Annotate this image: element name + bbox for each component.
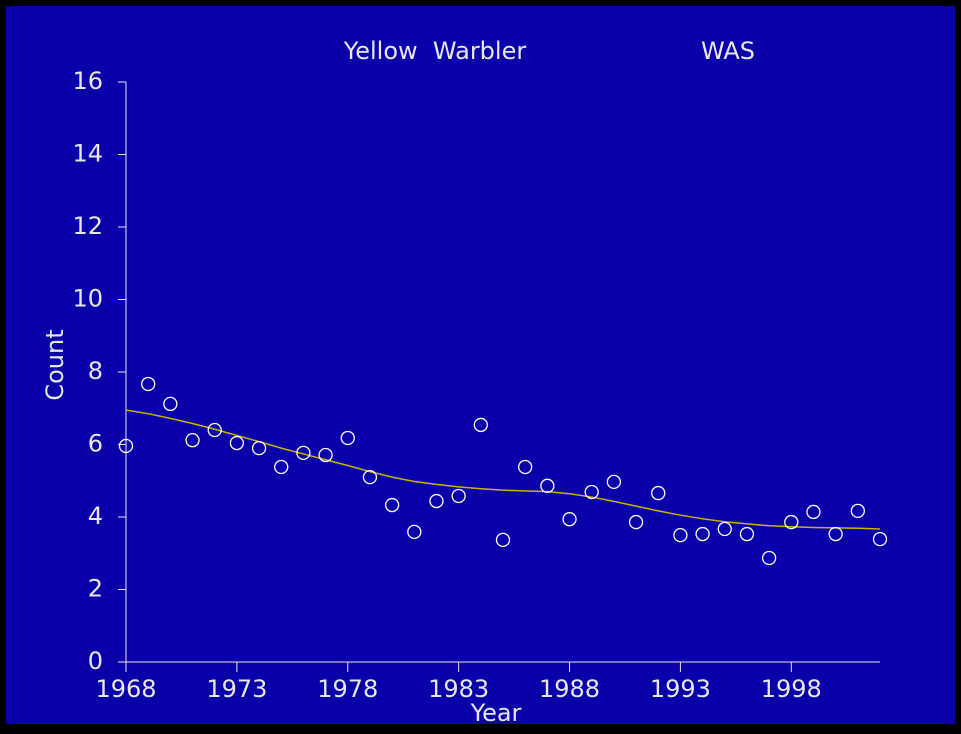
x-tick-label: 1978 (317, 675, 378, 703)
data-point (141, 376, 156, 392)
data-point (717, 521, 732, 537)
data-point (451, 488, 466, 504)
x-tick-label: 1993 (650, 675, 711, 703)
data-point (407, 524, 422, 540)
data-point (163, 396, 178, 412)
data-point (229, 435, 245, 451)
data-point (185, 432, 200, 448)
y-axis-label: Count (41, 329, 69, 400)
data-point (296, 445, 311, 460)
trend-line (125, 409, 881, 530)
data-point (761, 550, 777, 566)
data-point (872, 531, 888, 547)
data-point (318, 447, 333, 463)
chart-title: Yellow Warbler (343, 37, 527, 65)
y-tick-label: 14 (72, 140, 103, 168)
data-point (562, 512, 577, 527)
data-point (473, 417, 488, 433)
data-point (495, 532, 511, 547)
data-point (251, 440, 267, 456)
data-point (384, 497, 400, 513)
data-point (784, 514, 799, 530)
y-tick-label: 4 (88, 502, 103, 530)
data-point (118, 438, 134, 454)
y-tick-label: 0 (88, 647, 103, 675)
data-point (850, 503, 865, 518)
data-point (518, 459, 533, 475)
y-tick-label: 2 (88, 575, 103, 603)
plot-background (6, 6, 955, 724)
data-point (340, 430, 355, 446)
data-point (362, 469, 378, 485)
y-tick-label: 8 (88, 357, 103, 385)
data-point (695, 526, 710, 542)
y-tick-label: 12 (72, 212, 103, 240)
data-point (274, 459, 289, 475)
x-tick-label: 1983 (428, 675, 489, 703)
data-point (828, 526, 843, 542)
data-point (628, 514, 644, 530)
x-tick-label: 1988 (539, 675, 600, 703)
data-point (651, 485, 666, 501)
data-point (606, 474, 622, 489)
x-tick-label: 1998 (761, 675, 822, 703)
y-tick-label: 16 (72, 67, 103, 95)
data-point (584, 484, 599, 500)
data-point (806, 504, 821, 520)
data-point (540, 478, 555, 493)
x-tick-label: 1973 (206, 675, 267, 703)
data-point (429, 493, 444, 509)
x-tick-label: 1968 (95, 675, 156, 703)
x-axis-label: Year (470, 699, 522, 727)
y-tick-label: 10 (72, 285, 103, 313)
data-point (673, 527, 688, 543)
data-point (739, 526, 755, 542)
data-point (207, 422, 222, 438)
y-tick-label: 6 (88, 430, 103, 458)
annotation: WAS (701, 37, 755, 65)
